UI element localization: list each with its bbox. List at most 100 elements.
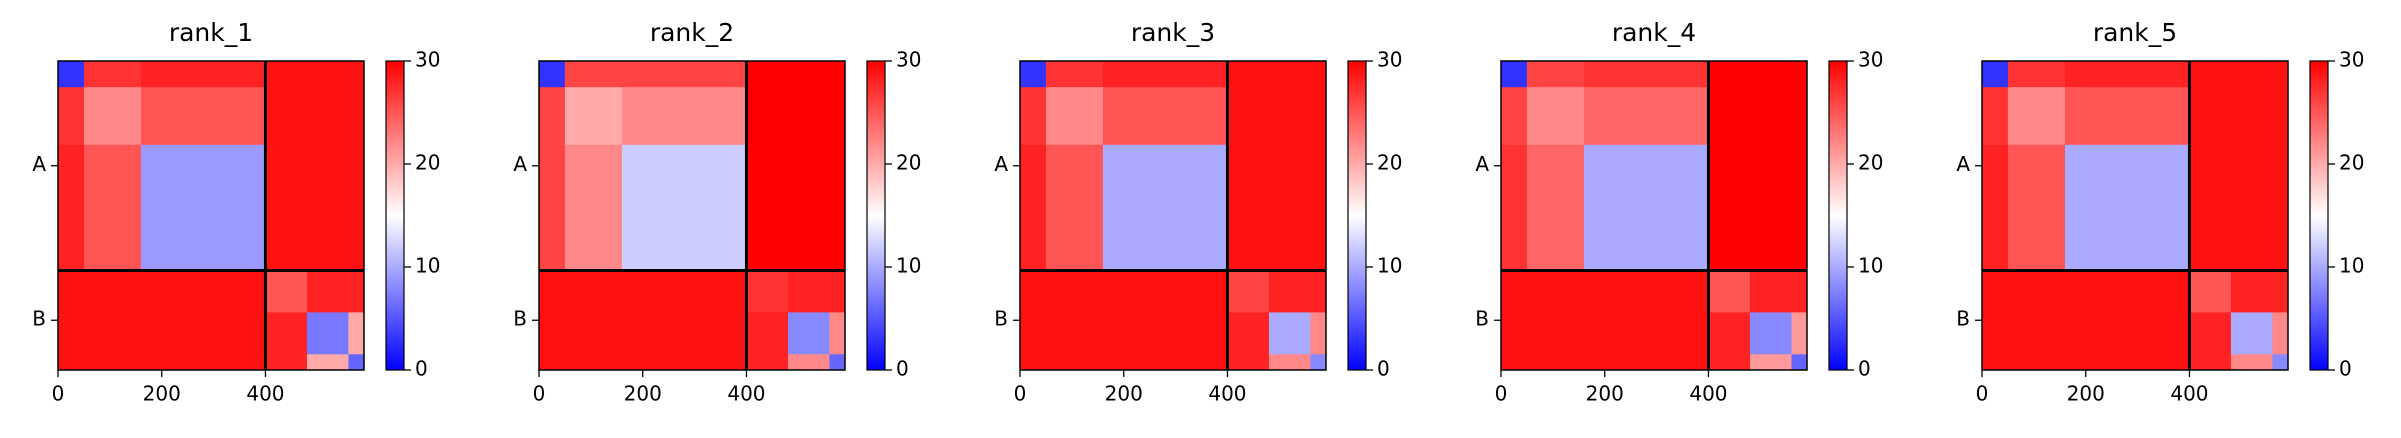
heatmap-cell [2272,144,2289,271]
heatmap-cell [539,61,566,88]
heatmap-cell [2272,87,2289,146]
heatmap-cell [621,312,747,355]
heatmap-cell [1526,312,1585,355]
heatmap-cell [2007,270,2066,313]
heatmap-cell [2007,354,2066,371]
colorbar-tick-label: 20 [1858,151,1883,175]
heatmap-cell [1227,270,1270,313]
heatmap-cell [1526,61,1585,88]
heatmap-cell [1020,87,1047,146]
heatmap-cell [140,354,266,371]
plot-frame [538,60,846,371]
heatmap-cell [1045,144,1104,271]
colorbar-tick-label: 20 [896,151,921,175]
heatmap-cell [1102,144,1228,271]
heatmap-cell [83,61,142,88]
colorbar-tick-label: 20 [2339,151,2364,175]
heatmap-cell [1749,270,1792,313]
heatmap-cell [621,270,747,313]
y-tick-label: A [1956,152,1970,176]
heatmap-cell [1310,312,1327,355]
heatmap-cell [1583,270,1709,313]
heatmap-cell [621,87,747,146]
heatmap-cell [1708,354,1751,371]
heatmap-cell [1749,144,1792,271]
heatmap-cell [2189,61,2232,88]
heatmap-cell [1102,270,1228,313]
x-tick-label: 200 [143,382,181,406]
heatmap-cell [348,144,365,271]
heatmap-cell [1045,270,1104,313]
heatmap-cell [829,312,846,355]
heatmap-cell [1791,270,1808,313]
heatmap-cell [539,270,566,313]
heatmap-cell [1227,61,1270,88]
heatmap-cell [1526,270,1585,313]
heatmap-cell [1749,312,1792,355]
heatmap-cell [564,87,623,146]
panel-title: rank_5 [2093,18,2177,47]
heatmap-cell [265,270,308,313]
heatmap-cell [1227,144,1270,271]
heatmap-cell [1791,87,1808,146]
heatmap-cell [746,87,789,146]
heatmap-cell [1501,354,1528,371]
y-tick-label: A [513,152,527,176]
colorbar-tick-label: 0 [2339,357,2352,381]
heatmap-cell [2189,312,2232,355]
heatmap-cell [140,270,266,313]
heatmap-cell [1749,61,1792,88]
heatmap-cell [58,354,85,371]
y-tick-label: B [32,307,46,331]
heatmap-cell [1583,354,1709,371]
heatmap-cell [1501,61,1528,88]
heatmap-cell [539,312,566,355]
heatmap-cell [1102,354,1228,371]
colorbar-tick-label: 10 [2339,254,2364,278]
heatmap-cell [829,270,846,313]
heatmap-cell [1583,312,1709,355]
colorbar [385,60,405,371]
heatmap-cell [1310,144,1327,271]
heatmap-cell [83,270,142,313]
heatmap-cell [564,312,623,355]
x-tick-label: 0 [1014,382,1027,406]
heatmap-cell [564,144,623,271]
heatmap-cell [2189,354,2232,371]
heatmap-cell [83,312,142,355]
heatmap-cell [348,87,365,146]
heatmap-cell [306,144,349,271]
heatmap-cell [2064,87,2190,146]
heatmap-cell [1310,61,1327,88]
heatmap-cell [1310,87,1327,146]
heatmap-cell [2189,144,2232,271]
heatmap-cell [787,270,830,313]
x-tick-label: 400 [727,382,765,406]
heatmap-cell [1583,87,1709,146]
heatmap-cell [746,144,789,271]
heatmap-cell [265,312,308,355]
heatmap-cell [306,270,349,313]
heatmap-cell [2230,61,2273,88]
heatmap-cell [58,87,85,146]
heatmap-cell [2189,270,2232,313]
colorbar-tick-label: 10 [1858,254,1883,278]
heatmap-cell [1227,87,1270,146]
heatmap-cell [1791,61,1808,88]
heatmap-cell [1583,144,1709,271]
heatmap-cell [58,312,85,355]
heatmap-cell [564,354,623,371]
heatmap-cell [83,87,142,146]
x-tick-label: 0 [52,382,65,406]
colorbar-tick-label: 20 [1377,151,1402,175]
heatmap-cell [787,312,830,355]
heatmap-cell [1749,87,1792,146]
heatmap-cell [2230,270,2273,313]
heatmap-cell [829,87,846,146]
heatmap-cell [2064,312,2190,355]
heatmap-cell [564,270,623,313]
heatmap-cell [787,144,830,271]
heatmap-cell [2272,312,2289,355]
heatmap-cell [1791,144,1808,271]
x-tick-label: 400 [246,382,284,406]
